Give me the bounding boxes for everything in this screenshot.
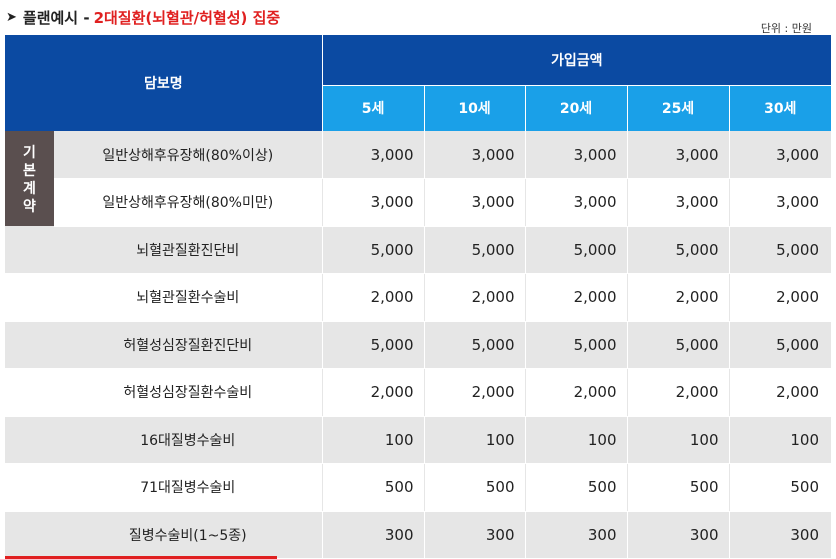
amount-cell: 2,000: [627, 273, 730, 322]
column-header-age: 5세: [322, 85, 425, 131]
arrow-icon: ➤: [6, 9, 17, 25]
amount-cell: 100: [322, 416, 425, 464]
amount-cell: 5,000: [424, 226, 526, 274]
amount-cell: 5,000: [322, 226, 425, 274]
basic-contract-char: 본: [23, 162, 36, 179]
amount-cell: 500: [424, 463, 526, 512]
amount-cell: 5,000: [729, 321, 832, 369]
amount-cell: 5,000: [729, 226, 832, 274]
amount-cell: 3,000: [525, 131, 628, 179]
amount-cell: 2,000: [525, 273, 628, 322]
amount-cell: 3,000: [424, 131, 526, 179]
coverage-name: 16대질병수술비: [54, 416, 323, 464]
coverage-name: 일반상해후유장해(80%미만): [54, 178, 323, 227]
amount-cell: 3,000: [729, 178, 832, 227]
amount-cell: 300: [424, 511, 526, 559]
amount-cell: 5,000: [627, 226, 730, 274]
column-header-age: 10세: [424, 85, 526, 131]
side-cell: [5, 226, 54, 274]
side-cell: [5, 463, 54, 512]
table-row: 허혈성심장질환진단비 5,000 5,000 5,000 5,000 5,000: [5, 321, 832, 369]
amount-cell: 3,000: [729, 131, 832, 179]
table-row: 허혈성심장질환수술비 2,000 2,000 2,000 2,000 2,000: [5, 368, 832, 417]
coverage-name: 일반상해후유장해(80%이상): [54, 131, 323, 179]
amount-cell: 3,000: [322, 131, 425, 179]
basic-contract-char: 계: [23, 180, 36, 197]
unit-label: 단위 : 만원: [760, 22, 812, 35]
table-row: 질병수술비(1~5종) 300 300 300 300 300: [5, 511, 832, 559]
amount-cell: 500: [627, 463, 730, 512]
basic-contract-char: 약: [23, 198, 36, 215]
side-cell: [5, 416, 54, 464]
column-header-amount: 가입금액: [322, 35, 832, 86]
amount-cell: 500: [729, 463, 832, 512]
amount-cell: 2,000: [627, 368, 730, 417]
amount-cell: 5,000: [627, 321, 730, 369]
amount-cell: 5,000: [525, 321, 628, 369]
side-cell: [5, 368, 54, 417]
column-header-coverage-name: 담보명: [5, 35, 323, 131]
coverage-name: 허혈성심장질환수술비: [54, 368, 323, 417]
amount-cell: 3,000: [322, 178, 425, 227]
coverage-name: 허혈성심장질환진단비: [54, 321, 323, 369]
amount-cell: 3,000: [627, 131, 730, 179]
amount-cell: 2,000: [729, 368, 832, 417]
amount-cell: 5,000: [424, 321, 526, 369]
coverage-table: 담보명 가입금액 5세 10세 20세 25세 30세 기 본 계 약 일반상해후유장해…: [5, 35, 832, 559]
table-row: 16대질병수술비 100 100 100 100 100: [5, 416, 832, 464]
title-prefix: 플랜예시 -: [22, 8, 90, 27]
table-row: 뇌혈관질환진단비 5,000 5,000 5,000 5,000 5,000: [5, 226, 832, 274]
column-header-age: 20세: [525, 85, 628, 131]
coverage-name: 뇌혈관질환수술비: [54, 273, 323, 322]
amount-cell: 500: [322, 463, 425, 512]
amount-cell: 300: [525, 511, 628, 559]
amount-cell: 3,000: [424, 178, 526, 227]
amount-cell: 3,000: [627, 178, 730, 227]
column-header-age: 25세: [627, 85, 730, 131]
coverage-name: 71대질병수술비: [54, 463, 323, 512]
side-cell: [5, 321, 54, 369]
bottom-accent-line: [5, 556, 277, 559]
table-row: 기 본 계 약 일반상해후유장해(80%이상) 3,000 3,000 3,000 3,000 3…: [5, 131, 832, 226]
table-row: 뇌혈관질환수술비 2,000 2,000 2,000 2,000 2,000: [5, 273, 832, 322]
amount-cell: 2,000: [322, 273, 425, 322]
side-cell: [5, 511, 54, 559]
amount-cell: 100: [627, 416, 730, 464]
amount-cell: 300: [627, 511, 730, 559]
amount-cell: 2,000: [729, 273, 832, 322]
amount-cell: 300: [322, 511, 425, 559]
column-header-age: 30세: [729, 85, 832, 131]
amount-cell: 100: [729, 416, 832, 464]
table-row: 71대질병수술비 500 500 500 500 500: [5, 463, 832, 512]
page-title: ➤ 플랜예시 - 2대질환(뇌혈관/허혈성) 집중: [6, 6, 280, 28]
table-row: 일반상해후유장해(80%미만) 3,000 3,000 3,000 3,000 3,000: [5, 178, 832, 227]
amount-cell: 5,000: [525, 226, 628, 274]
amount-cell: 300: [729, 511, 832, 559]
amount-cell: 100: [525, 416, 628, 464]
amount-cell: 500: [525, 463, 628, 512]
amount-cell: 100: [424, 416, 526, 464]
amount-cell: 2,000: [424, 273, 526, 322]
coverage-name: 뇌혈관질환진단비: [54, 226, 323, 274]
amount-cell: 5,000: [322, 321, 425, 369]
amount-cell: 2,000: [424, 368, 526, 417]
side-cell: [5, 273, 54, 322]
amount-cell: 3,000: [525, 178, 628, 227]
coverage-name: 질병수술비(1~5종): [54, 511, 323, 559]
title-highlight: 2대질환(뇌혈관/허혈성) 집중: [93, 8, 281, 27]
basic-contract-char: 기: [23, 144, 36, 161]
amount-cell: 2,000: [322, 368, 425, 417]
amount-cell: 2,000: [525, 368, 628, 417]
